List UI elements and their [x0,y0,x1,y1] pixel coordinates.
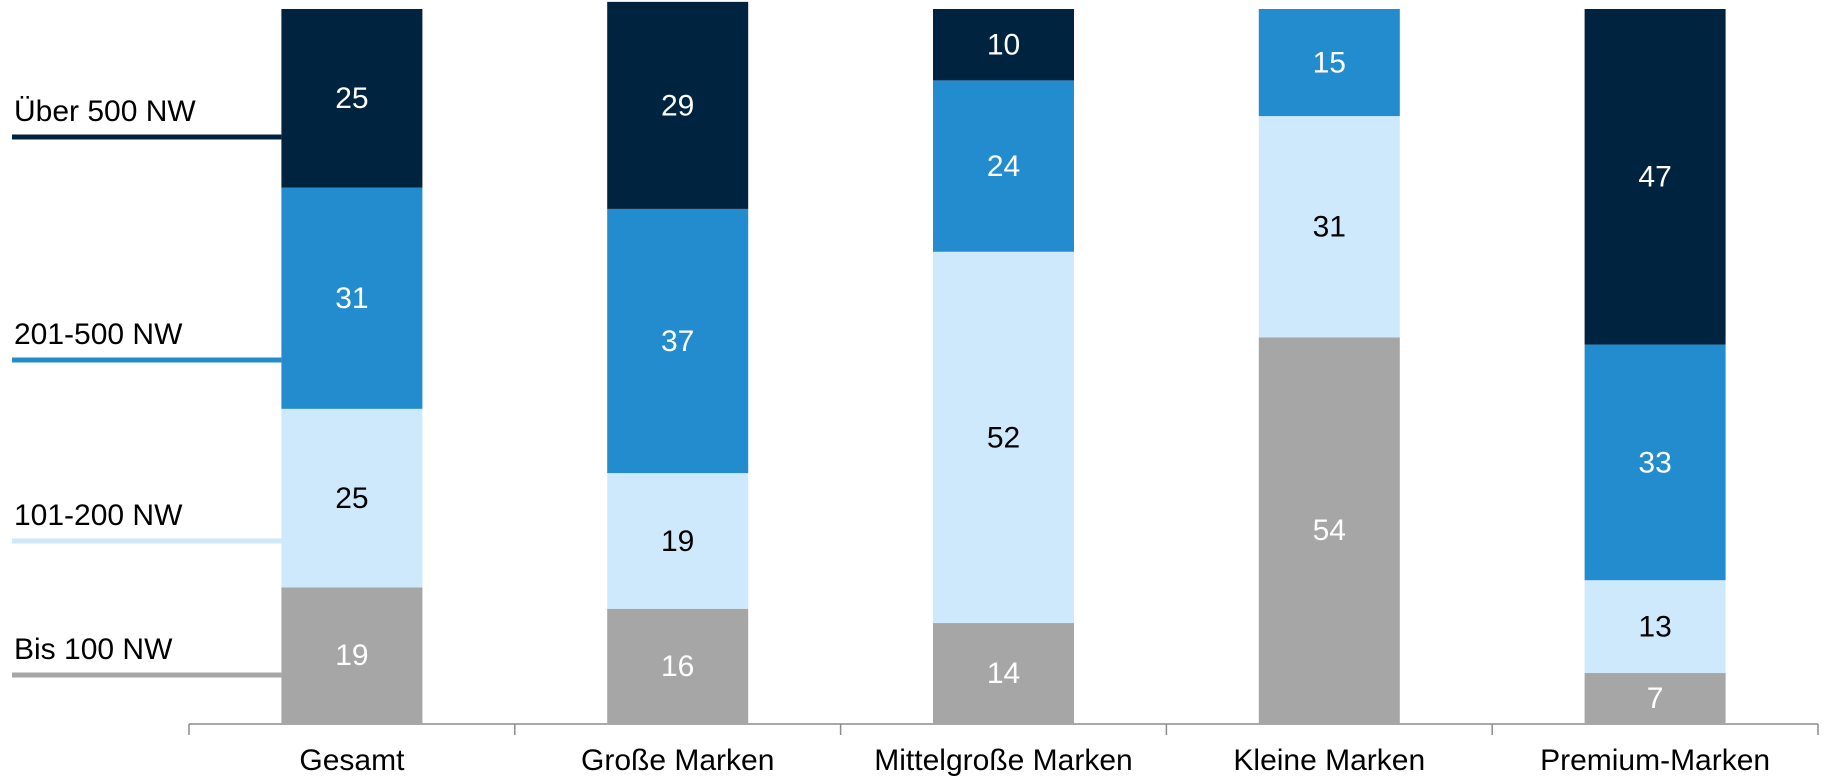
bar-segment [1584,673,1726,723]
data-label: 25 [335,482,368,515]
data-label: 19 [335,639,368,672]
legend-label: Über 500 NW [14,95,196,128]
data-label: 25 [335,82,368,115]
data-label: 47 [1638,161,1671,194]
bar-segment [933,623,1074,723]
data-label: 16 [661,650,694,683]
bar-segment [1258,9,1400,117]
bar-segment [933,251,1074,624]
data-label: 29 [661,89,694,122]
bar-segment [1584,344,1726,581]
data-label: 54 [1313,514,1346,547]
data-label: 14 [987,657,1020,690]
legend-label: 101-200 NW [14,499,183,532]
x-tick-label: Mittelgroße Marken [874,744,1132,777]
data-label: 7 [1647,682,1664,715]
data-label: 15 [1313,46,1346,79]
data-label: 31 [335,282,368,315]
data-label: 10 [987,29,1020,62]
bar-segment [607,473,749,609]
data-label: 19 [661,525,694,558]
bar-segment [607,608,749,723]
bar-segment [1584,9,1726,345]
data-label: 33 [1638,446,1671,479]
bar-segment [281,587,423,723]
bar-segment [933,9,1074,81]
data-label: 37 [661,325,694,358]
x-tick-label: Große Marken [581,744,774,777]
bar-segment [1584,580,1726,674]
bar-segment [607,208,749,474]
data-label: 13 [1638,611,1671,644]
data-label: 31 [1313,211,1346,244]
legend-label: 201-500 NW [14,318,183,351]
bar-segment [1258,337,1400,723]
x-tick-label: Premium-Marken [1540,744,1770,777]
bar-segment [281,408,423,588]
x-tick-label: Gesamt [299,744,405,777]
bar-segment [933,80,1074,252]
data-label: 52 [987,421,1020,454]
bar-segment [607,1,749,209]
bar-segment [281,187,423,409]
legend-label: Bis 100 NW [14,633,173,666]
data-label: 24 [987,150,1020,183]
x-tick-label: Kleine Marken [1233,744,1425,777]
bar-segment [1258,116,1400,338]
bar-segment [281,9,423,188]
